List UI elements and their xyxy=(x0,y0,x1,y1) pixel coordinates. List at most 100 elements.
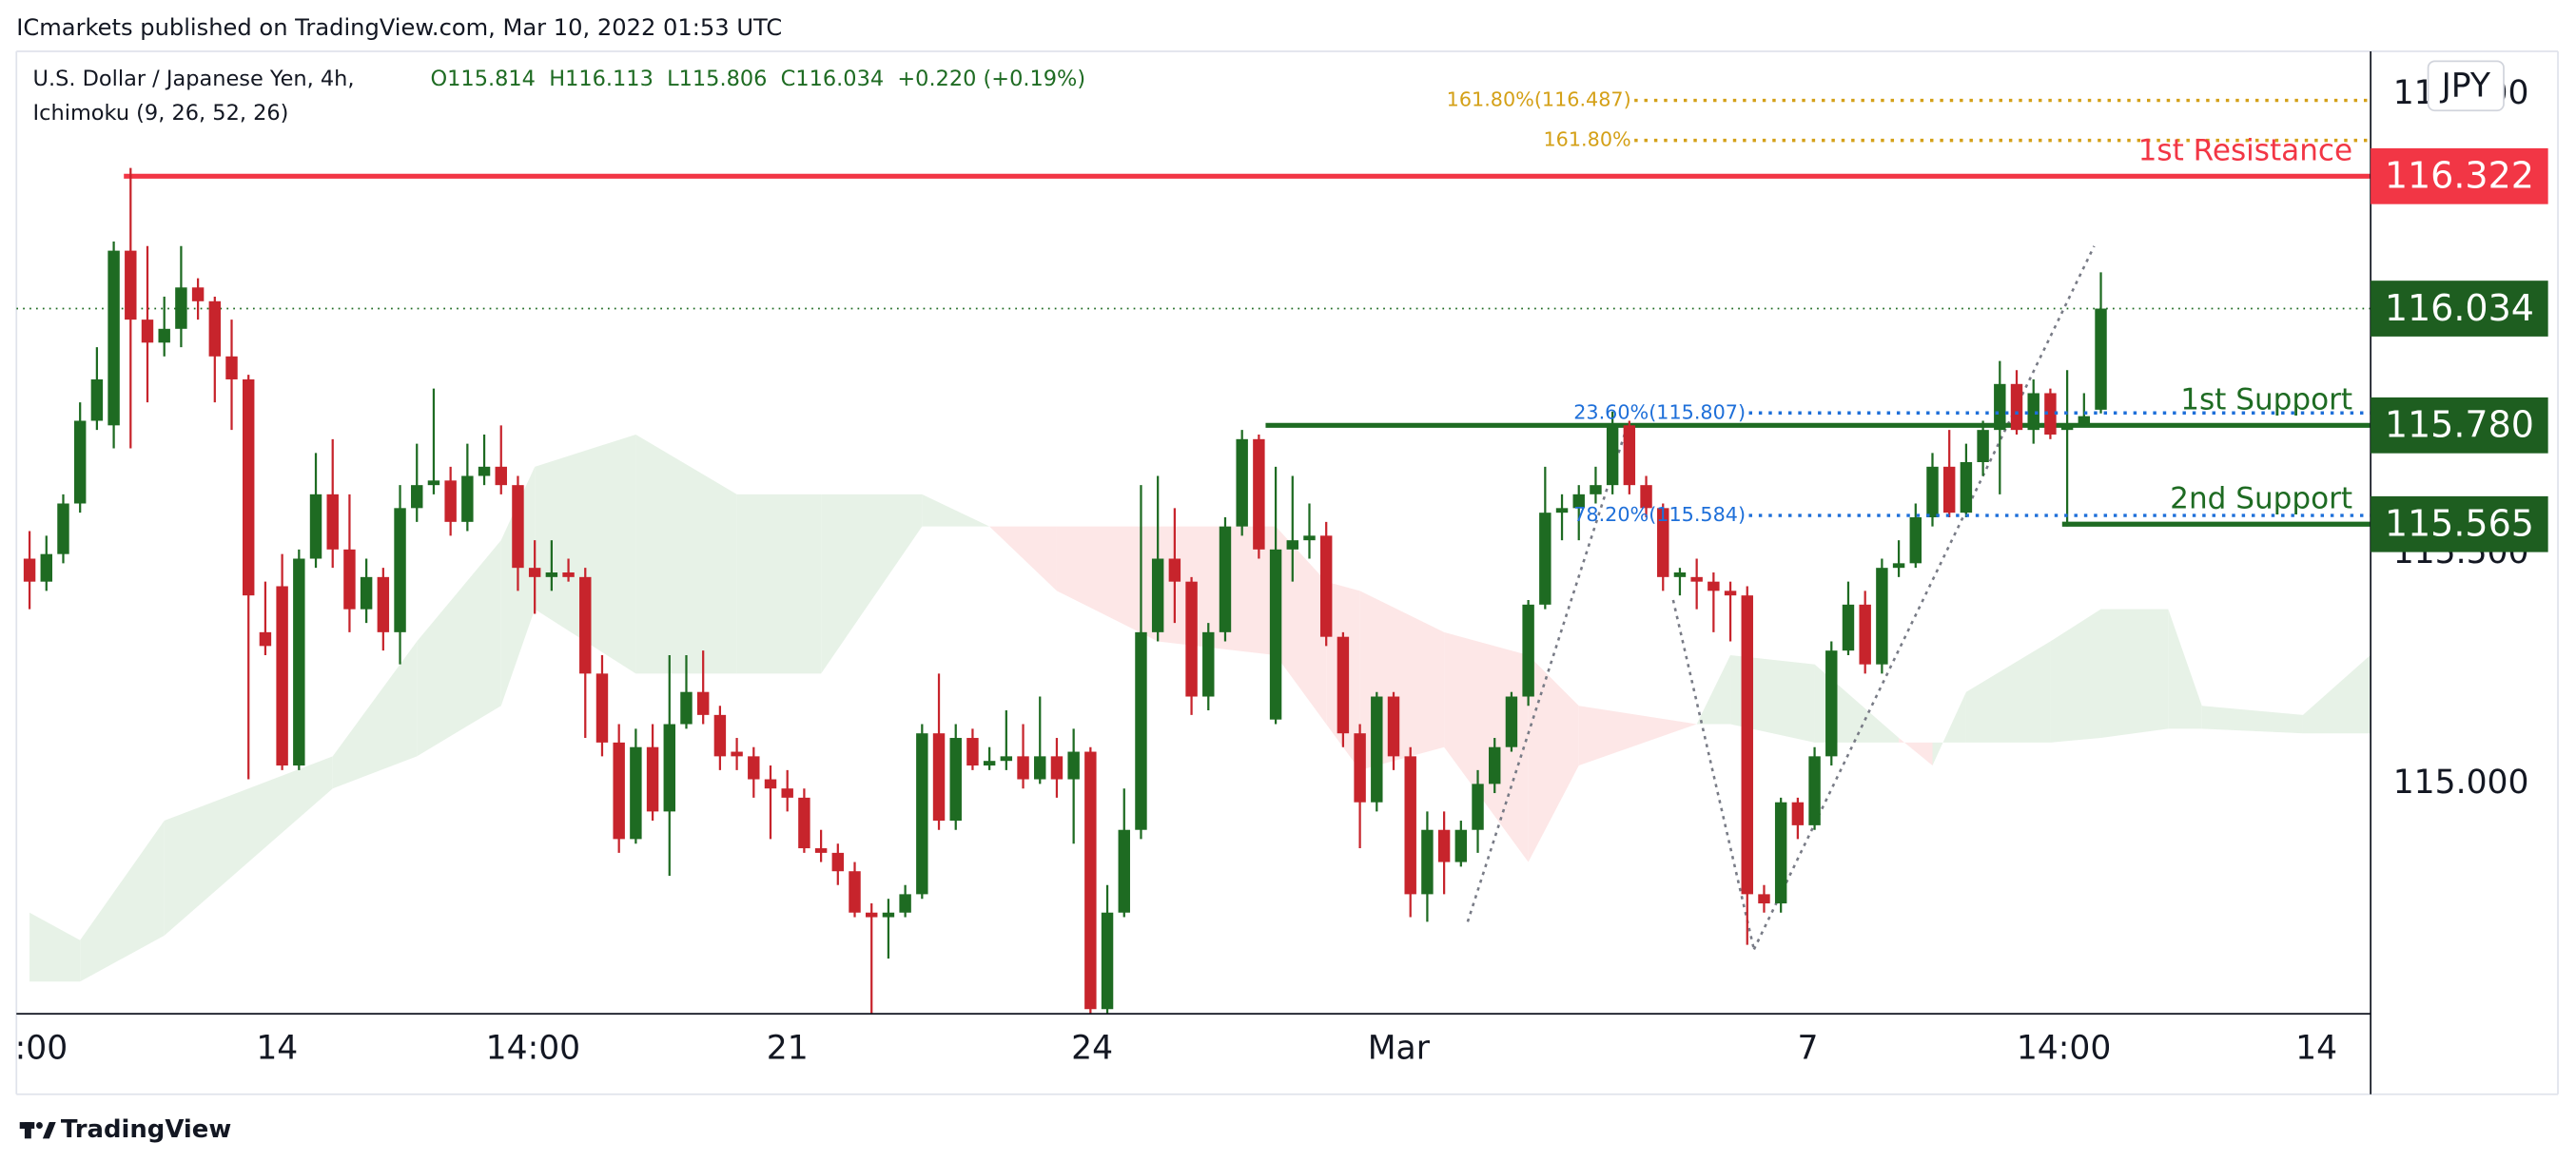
candle-body xyxy=(2027,393,2039,431)
footer-brand: TradingView xyxy=(61,1115,231,1144)
candle-body xyxy=(1387,696,1400,757)
candle-body xyxy=(1690,576,1703,582)
candle-body xyxy=(1808,756,1821,825)
candle-body xyxy=(293,558,305,766)
candle-body xyxy=(966,738,979,766)
plot-layer: 161.80%(116.487) 161.80% 23.60%(115.807) 78… xyxy=(16,88,2371,1015)
candle-body xyxy=(1017,756,1029,780)
trend-line xyxy=(1671,599,1756,950)
level-price-badge-bg xyxy=(2371,495,2548,552)
candle-body xyxy=(478,466,491,476)
candle-body xyxy=(360,576,373,610)
cloud-segment xyxy=(989,526,1057,591)
candle-body xyxy=(731,751,743,757)
candle-body xyxy=(932,733,946,822)
candle-body xyxy=(1539,513,1551,605)
level-name: 2nd Support xyxy=(2170,481,2352,515)
candle-body xyxy=(1454,829,1468,862)
cloud-segment xyxy=(2201,706,2303,734)
candle-body xyxy=(57,503,69,554)
candle-body xyxy=(1168,558,1181,582)
candle-body xyxy=(125,250,137,320)
candle-body xyxy=(1219,526,1232,632)
candle-body xyxy=(899,894,911,913)
x-tick-label: 14 xyxy=(2295,1030,2337,1068)
candle-body xyxy=(1084,751,1097,1010)
candle-body xyxy=(1337,636,1350,734)
cloud-segment xyxy=(2302,655,2371,734)
candle-body xyxy=(562,572,575,577)
candle-body xyxy=(73,420,87,504)
candle-body xyxy=(866,912,878,918)
candle-body xyxy=(1994,383,2006,431)
candle-body xyxy=(1286,540,1299,550)
candle-body xyxy=(1472,784,1484,830)
cloud-segment xyxy=(2168,609,2202,729)
candle-body xyxy=(1724,591,1737,596)
logo-part xyxy=(35,1122,43,1129)
candle-body xyxy=(1892,563,1905,569)
cloud-segment xyxy=(1965,641,2051,743)
cloud-segment xyxy=(80,821,165,982)
candle-body xyxy=(2095,308,2107,410)
candle-body xyxy=(949,738,962,822)
x-tick-label: Mar xyxy=(1368,1030,1431,1068)
x-tick-label: :00 xyxy=(15,1030,68,1068)
candle-body xyxy=(444,480,457,522)
level-price-badge-bg xyxy=(2371,397,2548,454)
candle-body xyxy=(1926,466,1939,517)
candle-body xyxy=(2078,416,2091,426)
plot-area: 161.80%(116.487) 161.80% 23.60%(115.807) 78… xyxy=(15,51,2548,1094)
candle-body xyxy=(1640,485,1652,509)
cloud-segment xyxy=(1578,706,1697,766)
candle-body xyxy=(1657,508,1669,577)
candle-body xyxy=(1505,696,1518,747)
candle-body xyxy=(158,328,170,343)
candle-body xyxy=(696,691,710,715)
candle-body xyxy=(1067,751,1080,780)
candle-body xyxy=(1151,558,1164,632)
fib-label: 78.20%(115.584) xyxy=(1573,503,1746,526)
candle-body xyxy=(579,576,592,674)
cloud-segment xyxy=(1056,526,1159,642)
footer-logo xyxy=(19,1122,56,1139)
candle-body xyxy=(1977,430,1989,462)
level-name: 1st Resistance xyxy=(2138,133,2353,167)
candle-body xyxy=(512,485,524,569)
x-tick-label: 7 xyxy=(1798,1030,1819,1068)
fib-label: 23.60%(115.807) xyxy=(1573,400,1746,423)
candle-body xyxy=(1269,549,1282,720)
candle-body xyxy=(814,848,828,853)
candle-body xyxy=(713,714,727,757)
candle-body xyxy=(663,724,676,812)
candle-body xyxy=(680,691,693,725)
candle-body xyxy=(1942,466,1956,513)
cloud-segment xyxy=(635,434,737,674)
candle-body xyxy=(613,742,625,840)
candle-body xyxy=(2060,425,2074,431)
candle-body xyxy=(1555,508,1569,513)
cloud-segment xyxy=(736,494,822,674)
cloud-segment xyxy=(164,756,333,936)
candle-body xyxy=(781,788,793,798)
candle-body xyxy=(983,761,996,766)
candle-body xyxy=(1606,425,1619,486)
candle-body xyxy=(595,673,609,743)
currency-badge: JPY xyxy=(2440,68,2491,106)
candle-body xyxy=(630,746,642,840)
candle-body xyxy=(748,756,760,780)
level-price-badge: 115.565 xyxy=(2385,502,2534,544)
trend-line xyxy=(1752,245,2096,950)
candle-body xyxy=(798,797,810,849)
x-tick-label: 14 xyxy=(256,1030,298,1068)
candle-body xyxy=(849,871,861,913)
last-price-badge: 116.034 xyxy=(2385,287,2534,329)
level-name: 1st Support xyxy=(2180,382,2352,416)
x-tick-label: 21 xyxy=(767,1030,809,1068)
candle-body xyxy=(1842,604,1855,651)
x-tick-label: 14:00 xyxy=(486,1030,581,1068)
candle-body xyxy=(1825,650,1838,757)
candle-body xyxy=(1034,756,1046,780)
candle-body xyxy=(2010,383,2023,431)
candle-body xyxy=(1572,494,1585,509)
